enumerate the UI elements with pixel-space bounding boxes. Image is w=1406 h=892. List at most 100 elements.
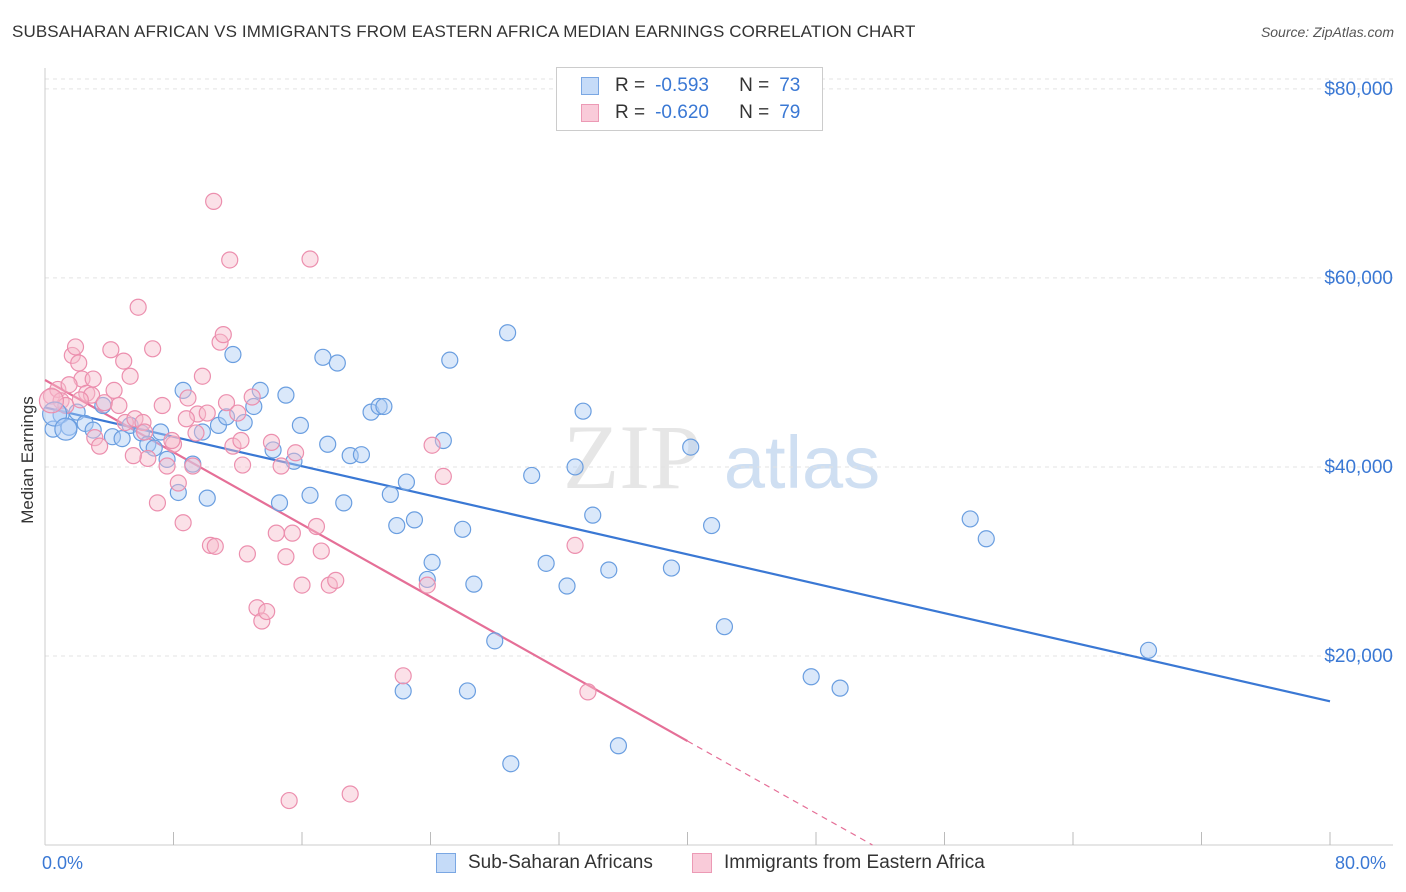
point-eastern-africa	[394, 667, 412, 685]
point-subsaharan	[486, 632, 504, 650]
point-eastern-africa	[121, 367, 139, 385]
point-eastern-africa	[91, 437, 109, 455]
point-eastern-africa	[177, 410, 195, 428]
bottom-legend-label: Immigrants from Eastern Africa	[724, 852, 985, 873]
watermark-atlas: atlas	[724, 421, 880, 504]
legend-swatch-pink	[581, 104, 599, 122]
point-subsaharan	[193, 423, 212, 441]
point-subsaharan	[217, 408, 236, 426]
point-eastern-africa	[214, 326, 232, 344]
point-eastern-africa	[174, 514, 192, 532]
point-subsaharan	[418, 570, 436, 589]
x-axis-max-label: 80.0%	[1335, 853, 1387, 873]
point-eastern-africa	[434, 467, 452, 486]
point-eastern-africa	[217, 394, 236, 412]
bottom-legend: Sub-Saharan Africans Immigrants from Eas…	[0, 852, 1406, 878]
point-eastern-africa	[248, 599, 266, 617]
point-eastern-africa	[221, 251, 239, 269]
point-eastern-africa	[126, 410, 144, 428]
point-subsaharan	[291, 416, 309, 434]
point-subsaharan	[235, 413, 253, 432]
point-subsaharan	[394, 682, 412, 700]
point-subsaharan	[574, 402, 592, 420]
point-eastern-africa	[243, 388, 261, 406]
point-subsaharan	[537, 554, 555, 572]
point-eastern-africa	[163, 431, 181, 450]
point-subsaharan	[662, 559, 681, 577]
point-eastern-africa	[423, 436, 441, 454]
point-subsaharan	[388, 516, 406, 535]
point-subsaharan	[397, 473, 416, 491]
point-eastern-africa	[232, 431, 250, 450]
point-eastern-africa	[184, 457, 202, 475]
point-eastern-africa	[579, 683, 597, 701]
point-subsaharan	[285, 452, 303, 470]
point-eastern-africa	[262, 433, 281, 451]
trend-line-subsaharan	[44, 406, 1331, 703]
point-subsaharan	[441, 351, 459, 369]
point-eastern-africa	[229, 404, 247, 422]
point-eastern-africa	[418, 576, 436, 594]
point-subsaharan	[198, 489, 216, 507]
y-tick-label: $20,000	[1324, 646, 1393, 667]
point-eastern-africa	[139, 449, 157, 468]
bottom-legend-item-eastern-africa: Immigrants from Eastern Africa	[692, 852, 985, 874]
point-eastern-africa	[71, 391, 89, 409]
point-eastern-africa	[116, 413, 134, 432]
legend-r-label: R =	[615, 75, 646, 96]
point-eastern-africa	[84, 370, 102, 388]
y-tick-label: $80,000	[1324, 79, 1393, 100]
legend-row-subsaharan: R = -0.593 N = 73	[581, 73, 800, 99]
bottom-legend-swatch-blue	[436, 853, 456, 873]
point-eastern-africa	[293, 576, 311, 594]
point-eastern-africa	[267, 524, 285, 542]
point-subsaharan	[454, 520, 472, 538]
point-subsaharan	[301, 486, 319, 504]
point-eastern-africa	[110, 396, 128, 415]
legend-n-value: 79	[779, 102, 801, 123]
y-tick-label: $60,000	[1324, 268, 1393, 289]
legend-swatch-blue	[581, 77, 599, 95]
point-eastern-africa	[307, 517, 326, 536]
bottom-legend-swatch-pink	[692, 853, 712, 873]
point-eastern-africa	[102, 341, 120, 359]
point-eastern-africa	[66, 338, 85, 356]
point-subsaharan	[314, 348, 332, 366]
point-eastern-africa	[86, 429, 104, 447]
legend-r-label: R =	[615, 102, 646, 123]
point-eastern-africa	[286, 444, 305, 462]
point-subsaharan	[584, 506, 602, 524]
y-tick-label: $40,000	[1324, 457, 1393, 478]
point-eastern-africa	[129, 298, 147, 316]
point-subsaharan	[702, 516, 721, 535]
legend-r-value: -0.620	[655, 102, 709, 123]
point-eastern-africa	[153, 396, 171, 415]
legend-n-value: 73	[779, 75, 801, 96]
legend-n-label: N =	[739, 75, 770, 96]
point-eastern-africa	[198, 404, 216, 422]
point-eastern-africa	[169, 474, 187, 492]
point-subsaharan	[335, 494, 353, 512]
point-eastern-africa	[205, 192, 223, 210]
point-subsaharan	[558, 577, 576, 595]
bottom-legend-label: Sub-Saharan Africans	[468, 852, 653, 873]
point-eastern-africa	[327, 571, 345, 589]
legend-r-value: -0.593	[655, 75, 709, 96]
point-subsaharan	[54, 417, 78, 441]
point-subsaharan	[423, 553, 441, 572]
point-subsaharan	[352, 446, 371, 464]
point-subsaharan	[465, 575, 483, 593]
point-subsaharan	[277, 386, 295, 404]
point-eastern-africa	[233, 456, 252, 474]
legend: R = -0.593 N = 73 R = -0.620 N = 79	[556, 67, 823, 131]
point-subsaharan	[224, 345, 242, 364]
point-subsaharan	[802, 668, 820, 686]
point-eastern-africa	[238, 545, 256, 563]
point-subsaharan	[1139, 641, 1158, 659]
point-eastern-africa	[312, 542, 330, 560]
point-subsaharan	[961, 510, 979, 528]
point-eastern-africa	[135, 423, 154, 441]
watermark-zip: ZIP	[563, 406, 701, 508]
point-subsaharan	[502, 755, 520, 773]
